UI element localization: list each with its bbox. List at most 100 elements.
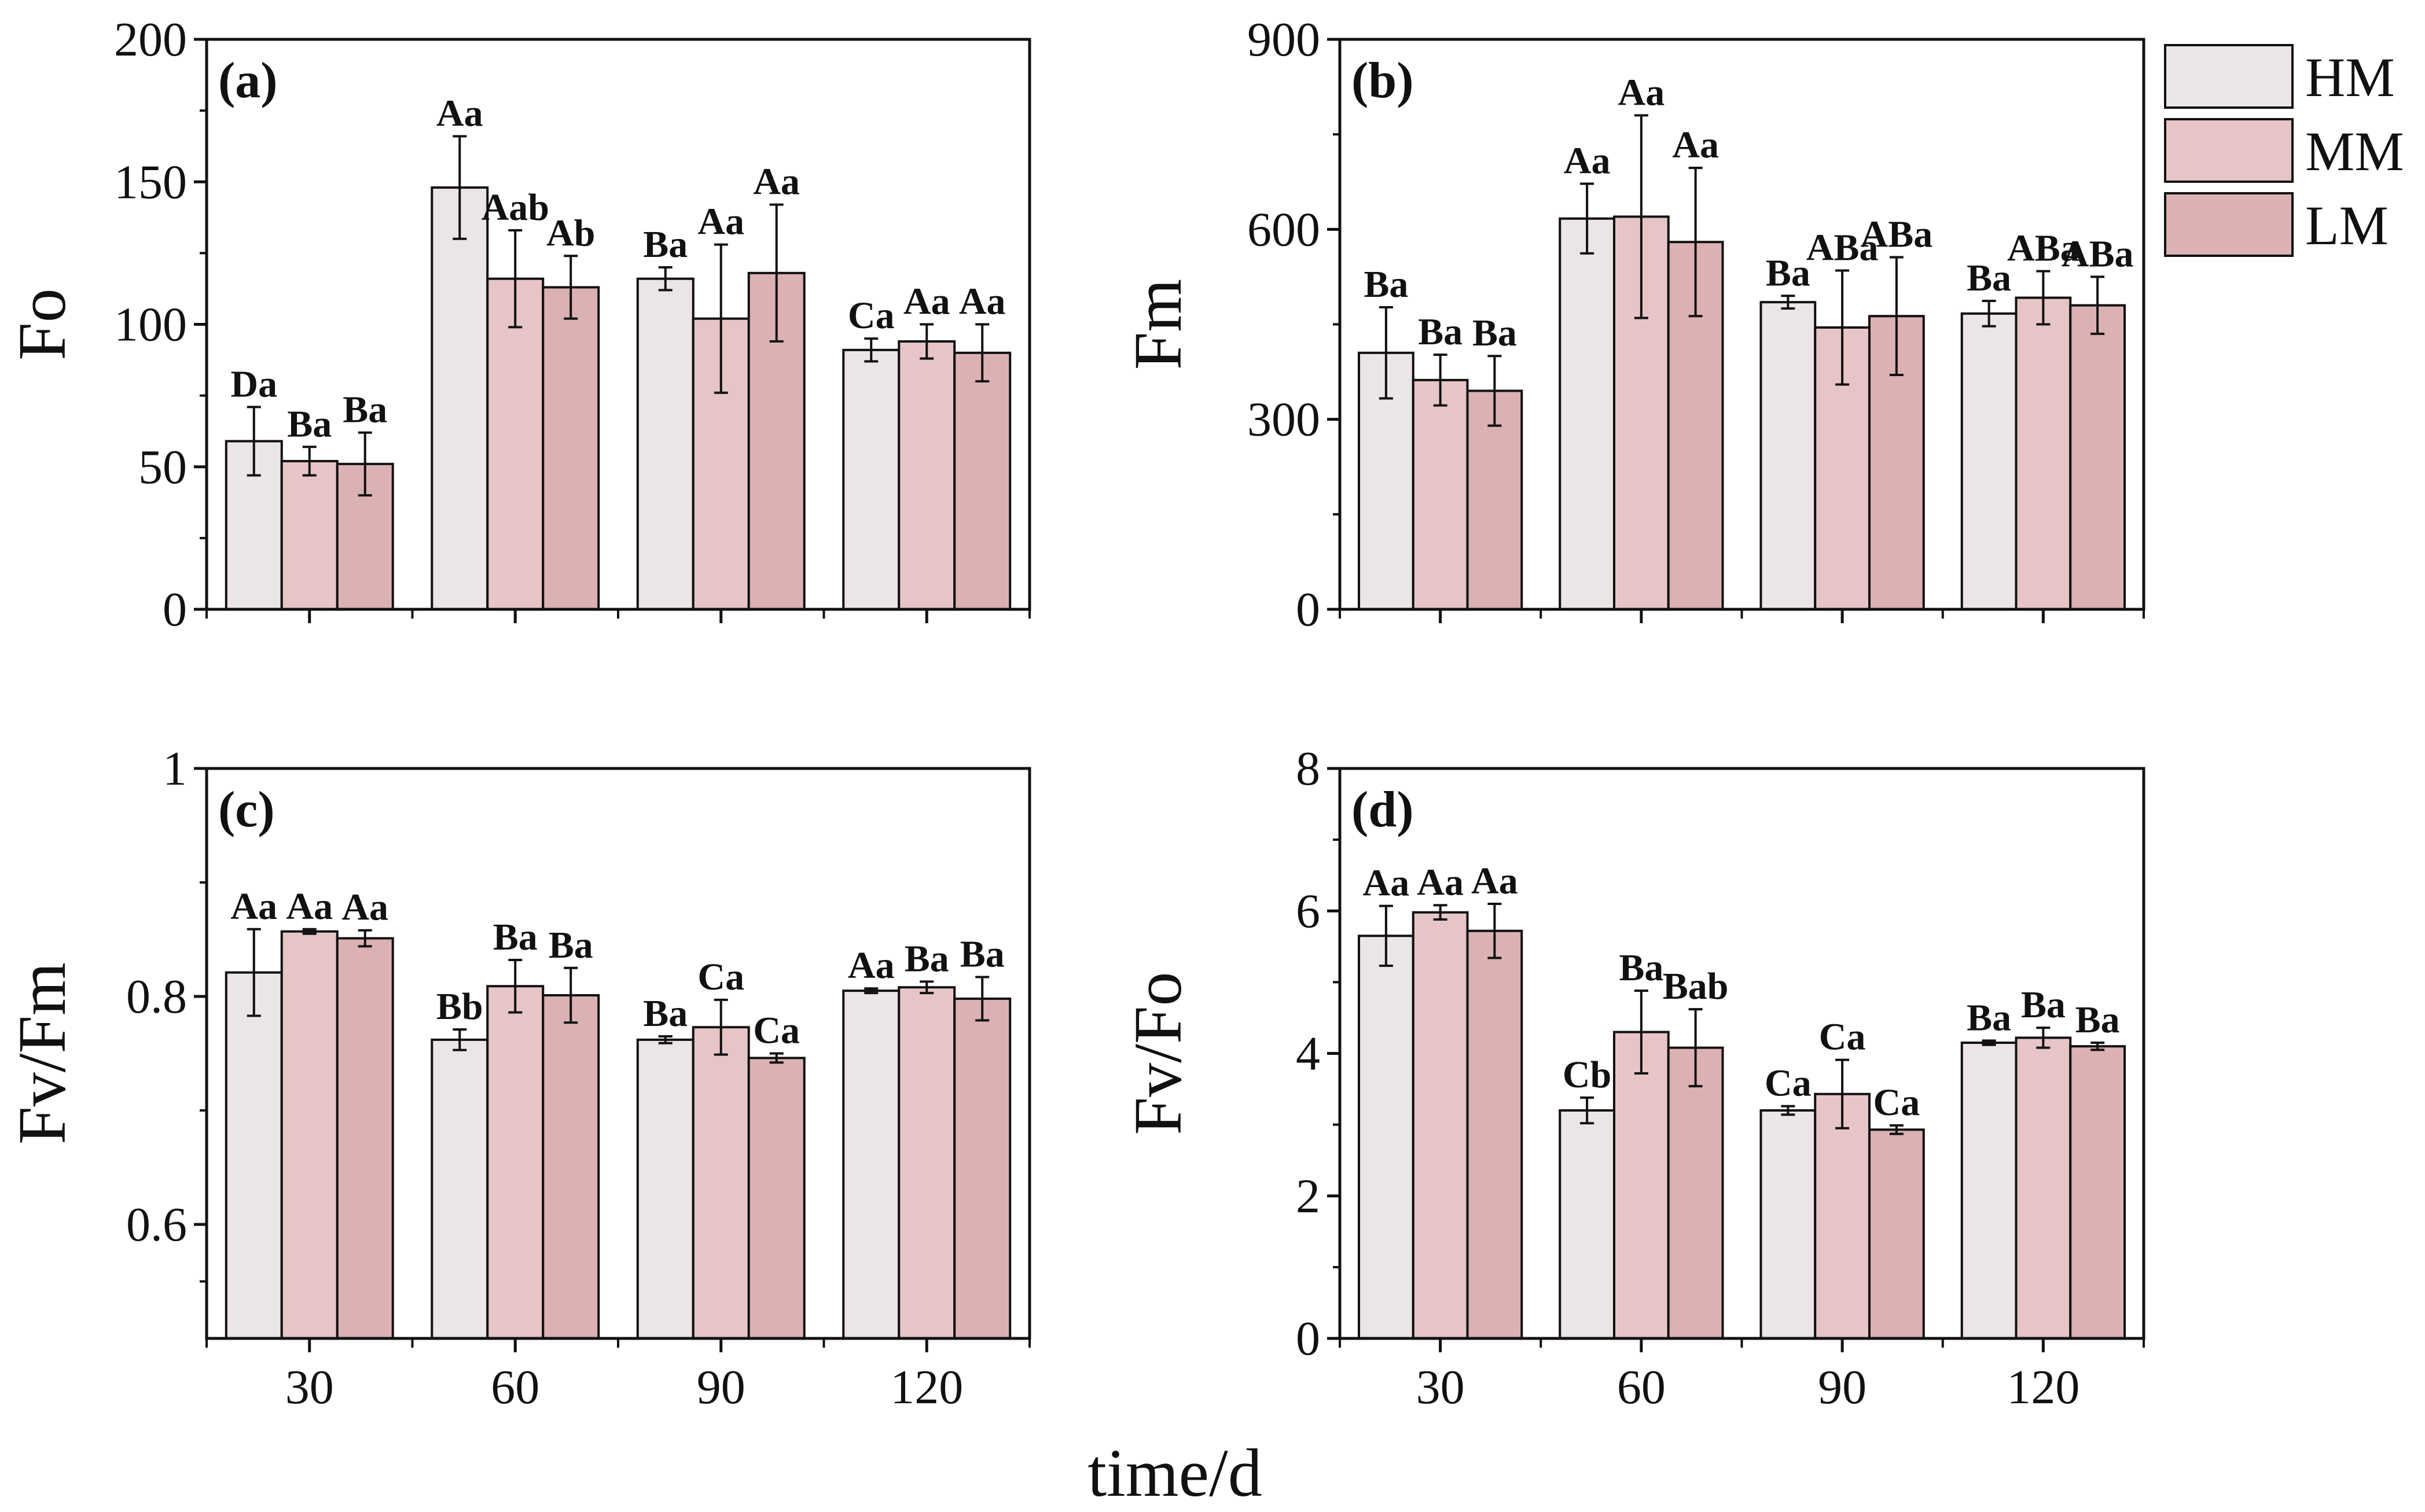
bar-HM [431,1038,489,1340]
chart-panel-4: Aa Cb Ca Ba Aa Ba Ca Ba Aa Bab Ca Ba 0 2 4 6 8 30 60 90 120 F… [1120,742,2145,1414]
bar-HM [431,186,489,611]
bar-LM [542,994,600,1340]
bar-MM [1412,378,1469,610]
legend-label-HM: HM [2305,46,2395,108]
bar-HM [1759,301,1817,610]
significance-label: Aa [286,885,333,928]
bar-HM [842,348,901,610]
panel-label: (b) [1351,53,1414,109]
significance-label: Aa [697,201,744,243]
bar-HM [842,989,901,1340]
y-tick-label: 8 [1296,742,1320,796]
significance-label: Ba [343,389,387,431]
bar-MM [2015,1036,2072,1340]
y-tick-label: 0 [1296,583,1320,637]
significance-label: Ca [697,956,744,998]
bar-MM [1412,911,1469,1340]
legend-swatch-LM [2164,192,2294,257]
y-axis-title: Fm [1120,279,1196,370]
y-tick-label: 0 [163,583,187,637]
legend-label-MM: MM [2305,120,2404,182]
bar-MM [280,930,339,1340]
y-tick-label: 0.6 [126,1198,187,1252]
bar-HM [225,971,283,1340]
significance-label: Ba [1364,263,1408,306]
y-tick-label: 0 [1296,1312,1320,1366]
bar-MM [280,459,339,611]
bar-HM [1357,935,1414,1340]
significance-label: Aab [482,186,549,229]
significance-label: Aa [230,885,277,928]
significance-label: Ba [1967,257,2011,299]
bar-HM [1960,1042,2018,1340]
x-tick-label: 120 [890,1360,963,1414]
significance-label: Ca [848,295,895,337]
panel-label: (a) [218,53,278,109]
legend-swatch-MM [2164,118,2294,183]
significance-label: ABa [1806,226,1879,268]
y-tick-label: 900 [1247,13,1320,67]
bar-LM [747,1057,806,1340]
bar-LM [1466,389,1523,611]
chart-legend: HM MM LM [2164,44,2404,257]
bar-HM [1559,217,1615,610]
y-axis-title: Fv/Fo [1120,972,1196,1135]
significance-label: Ba [1766,252,1810,294]
bar-LM [1868,1128,1925,1340]
significance-label: Aa [1564,140,1611,182]
significance-label: Ba [1418,311,1463,353]
x-tick-label: 90 [1818,1360,1866,1414]
bar-HM [1559,1109,1615,1340]
significance-label: Ba [549,924,593,966]
significance-label: Aa [341,886,388,929]
bar-LM [542,286,600,611]
bar-LM [953,351,1012,610]
significance-label: Bb [436,985,483,1028]
significance-label: Ba [643,992,688,1035]
significance-label: Aa [753,161,800,203]
y-tick-label: 100 [114,298,187,352]
bar-LM [2069,304,2126,610]
significance-label: Ba [1619,947,1663,989]
significance-label: Ba [960,933,1005,976]
x-tick-label: 90 [697,1360,745,1414]
y-tick-label: 600 [1247,203,1320,256]
significance-label: Aa [1471,860,1518,902]
panel-label: (d) [1351,782,1414,838]
bar-MM [486,985,545,1340]
legend-label-LM: LM [2305,194,2389,256]
significance-label: Aa [436,92,483,134]
x-tick-label: 120 [2007,1360,2079,1414]
significance-label: Cb [1563,1054,1611,1096]
bar-MM [692,1026,750,1340]
y-tick-label: 6 [1296,884,1320,938]
significance-label: Ba [2075,999,2120,1041]
significance-label: Ba [287,403,332,445]
significance-label: ABa [2007,227,2079,270]
significance-label: Ca [1873,1081,1920,1124]
significance-label: Ba [493,916,538,958]
bar-LM [2069,1045,2126,1340]
significance-label: Aa [1672,124,1719,166]
significance-label: Aa [959,281,1006,323]
y-axis-title: Fo [4,288,80,360]
y-axis-title: Fv/Fm [4,962,80,1145]
significance-label: Aa [1417,861,1464,903]
significance-label: Ab [546,212,595,254]
bar-LM [1667,1046,1724,1340]
significance-label: Ba [643,223,688,266]
legend-swatch-HM [2164,44,2294,109]
shared-x-axis-title: time/d [1087,1435,1262,1511]
x-tick-label: 30 [285,1360,334,1414]
bar-MM [1612,1031,1670,1340]
significance-label: Aa [903,281,950,323]
y-tick-label: 0.8 [126,970,187,1024]
significance-label: Ba [1472,312,1517,354]
significance-label: Da [230,363,277,405]
y-tick-label: 150 [114,155,187,209]
